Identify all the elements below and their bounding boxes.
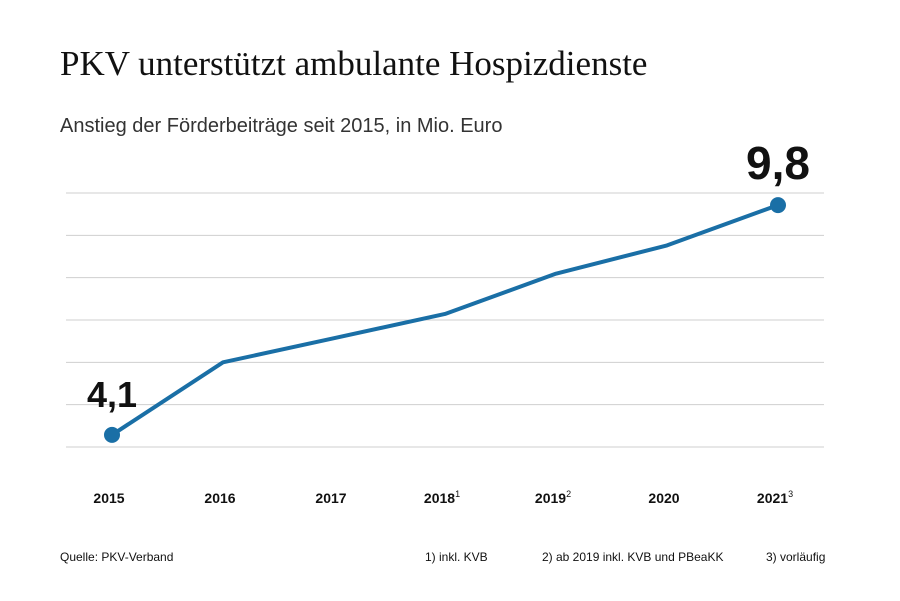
x-tick-label: 20181 — [424, 489, 460, 506]
x-tick-label: 2016 — [204, 490, 235, 506]
data-label: 9,8 — [746, 137, 810, 189]
source-note: Quelle: PKV-Verband — [60, 550, 174, 564]
chart-subtitle: Anstieg der Förderbeiträge seit 2015, in… — [60, 115, 503, 137]
chart-title: PKV unterstützt ambulante Hospizdienste — [60, 44, 648, 83]
x-tick-label: 20192 — [535, 489, 571, 506]
x-tick-label: 2020 — [648, 490, 679, 506]
x-tick-label: 20213 — [757, 489, 793, 506]
data-point — [104, 426, 120, 443]
x-tick-label: 2015 — [93, 490, 124, 506]
x-tick-label: 2017 — [315, 490, 346, 506]
footnote-1: 1) inkl. KVB — [425, 550, 488, 564]
data-labels: 4,1 9,8 — [87, 137, 810, 415]
footnote-2: 2) ab 2019 inkl. KVB und PBeaKK — [542, 550, 724, 564]
series-line — [110, 203, 780, 437]
data-point — [770, 197, 786, 214]
series-layer — [104, 197, 786, 443]
footnote-3: 3) vorläufig — [766, 550, 826, 564]
data-label: 4,1 — [87, 374, 137, 415]
x-axis: 2015 2016 2017 20181 20192 2020 20213 — [93, 489, 793, 506]
